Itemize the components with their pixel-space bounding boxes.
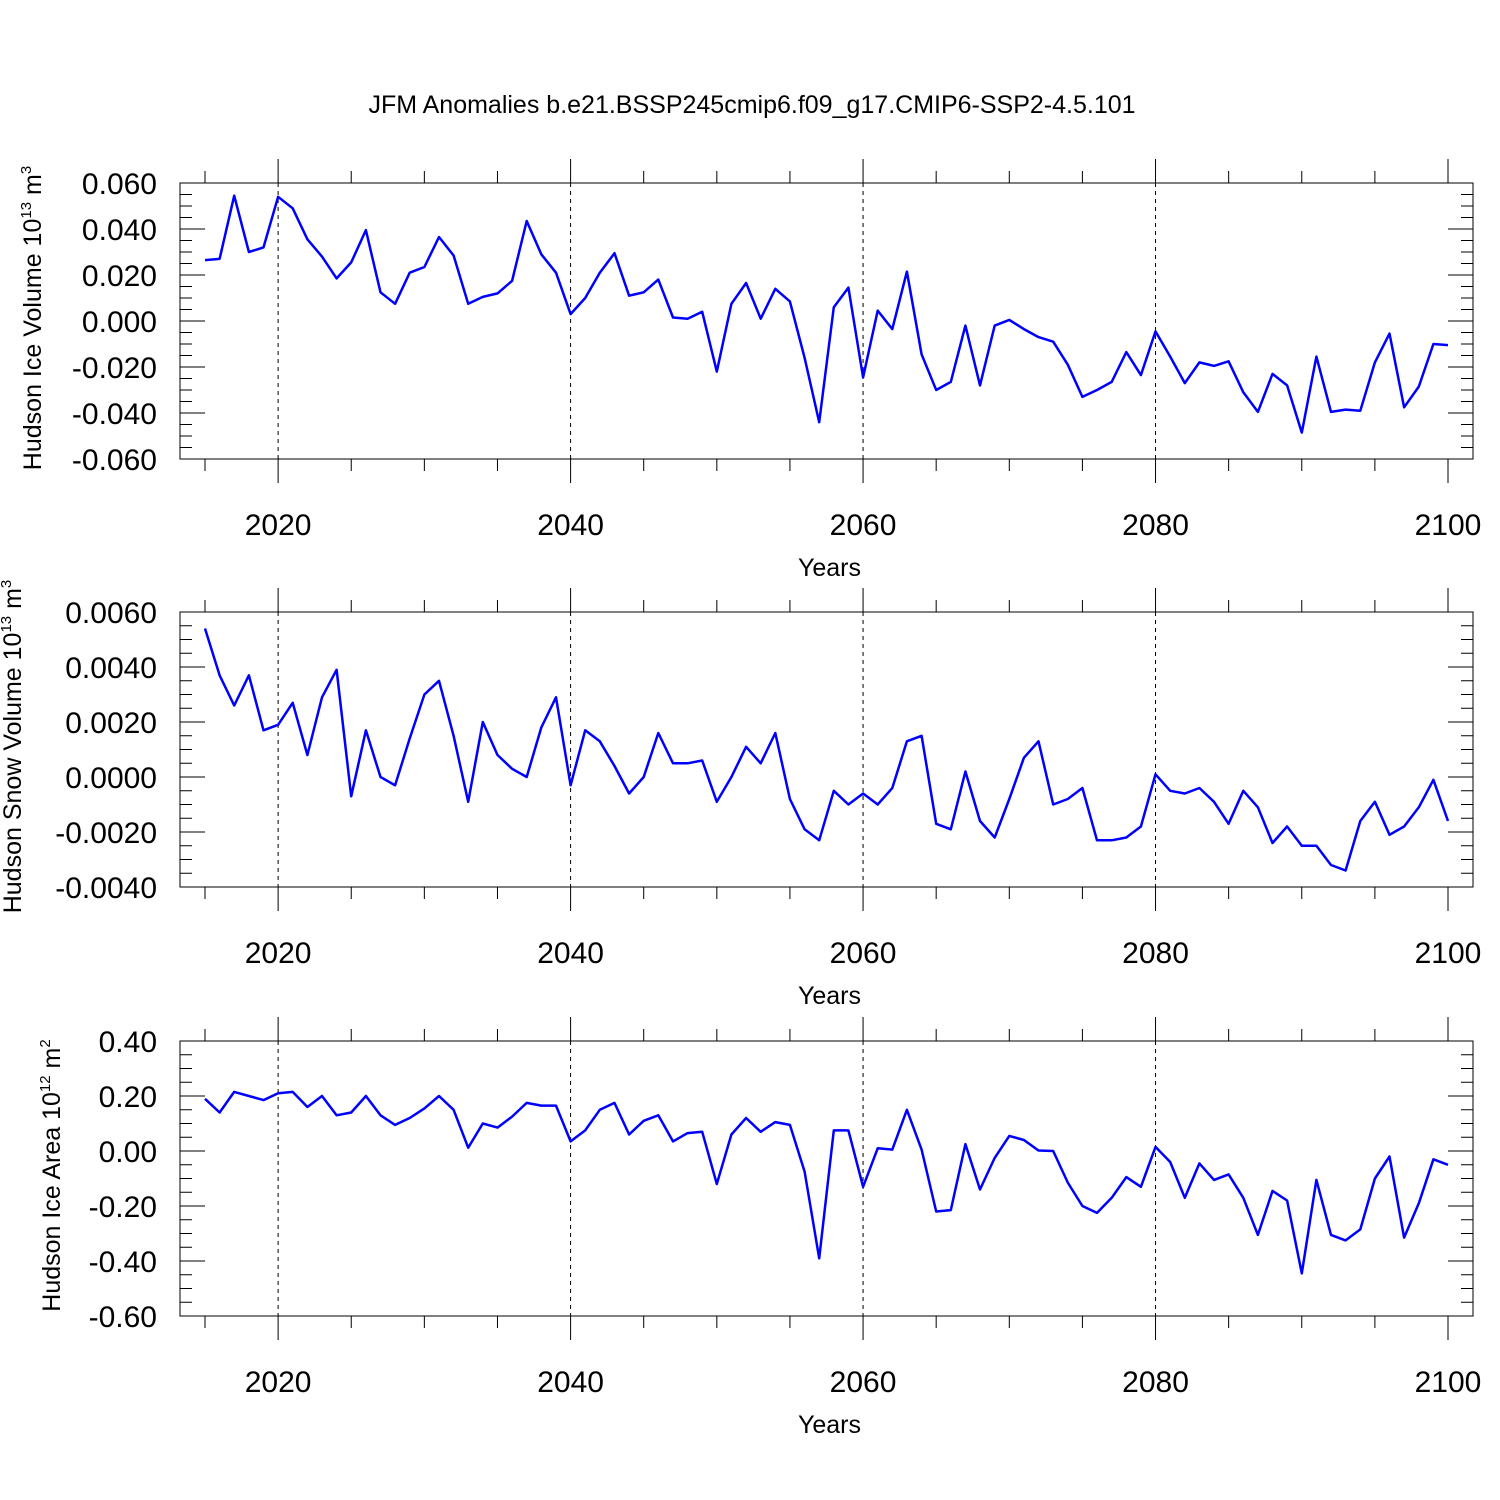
y-tick-label: -0.0020 (55, 817, 157, 850)
plot-frame (179, 1040, 1474, 1317)
y-axis-label-sup1: 12 (37, 1075, 54, 1092)
y-tick-label: 0.20 (99, 1081, 157, 1114)
y-tick-label: 0.060 (82, 168, 157, 201)
x-tick-label: 2080 (1122, 937, 1189, 970)
y-tick-label: -0.40 (89, 1246, 157, 1279)
y-axis-label-mid: m (19, 174, 47, 202)
y-axis-label-mid: m (38, 1048, 66, 1076)
y-tick-label: 0.40 (99, 1026, 157, 1059)
x-tick-label: 2100 (1415, 509, 1482, 542)
y-tick-label: 0.020 (82, 260, 157, 293)
series-line (204, 194, 1449, 434)
x-tick-label: 2060 (830, 937, 897, 970)
y-tick-label: 0.040 (82, 214, 157, 247)
x-tick-label: 2040 (537, 1366, 604, 1399)
y-tick-label: -0.20 (89, 1191, 157, 1224)
x-tick-label: 2020 (245, 509, 312, 542)
x-tick-label: 2100 (1415, 1366, 1482, 1399)
x-tick-label: 2040 (537, 509, 604, 542)
y-axis-label-sup2: 3 (18, 166, 35, 174)
x-tick-label: 2060 (830, 1366, 897, 1399)
y-tick-label: 0.0000 (65, 762, 157, 795)
series-line (203, 628, 1450, 872)
panel-3: 0.40 0.20 0.00 -0.20 -0.40 -0.60 2020 2040 2060 2… (37, 1017, 1481, 1439)
y-tick-label: -0.020 (72, 352, 157, 385)
panel-2: 0.0060 0.0040 0.0020 0.0000 -0.0020 -0.0040 20… (0, 580, 1481, 1010)
y-axis-label-mid: m (0, 588, 27, 616)
y-axis-label-base: Hudson Snow Volume 10 (0, 633, 27, 914)
y-axis-label: Hudson Ice Volume 1013 m3 (18, 166, 47, 470)
x-axis-label: Years (798, 554, 861, 582)
x-tick-label: 2080 (1122, 509, 1189, 542)
x-tick-label: 2100 (1415, 937, 1482, 970)
y-axis-label-sup2: 2 (37, 1039, 54, 1047)
x-tick-label: 2020 (245, 937, 312, 970)
plot-frame (179, 182, 1474, 460)
y-tick-label: -0.0040 (55, 872, 157, 905)
y-tick-label: -0.040 (72, 398, 157, 431)
y-tick-label: -0.60 (89, 1301, 157, 1334)
y-axis-label: Hudson Snow Volume 1013 m3 (0, 580, 27, 914)
y-axis-label-sup2: 3 (0, 580, 15, 588)
y-tick-label: 0.0020 (65, 707, 157, 740)
plot-frame (179, 611, 1474, 888)
x-tick-label: 2040 (537, 937, 604, 970)
panel-1: 0.060 0.040 0.020 0.000 -0.020 -0.040 -0.060 20… (18, 159, 1481, 582)
x-axis-label: Years (798, 1411, 861, 1439)
y-axis-label-sup1: 13 (0, 616, 15, 633)
panels-container: 0.0600.0400.0200.000-0.020-0.040-0.06020… (0, 159, 1481, 1439)
y-axis-label-base: Hudson Ice Volume 10 (19, 219, 47, 471)
x-tick-label: 2020 (245, 1366, 312, 1399)
y-axis-label-base: Hudson Ice Area 10 (38, 1092, 66, 1312)
y-tick-label: 0.0060 (65, 597, 157, 630)
x-tick-label: 2060 (830, 509, 897, 542)
figure-title: JFM Anomalies b.e21.BSSP245cmip6.f09_g17… (368, 91, 1135, 119)
y-axis-label: Hudson Ice Area 1012 m2 (37, 1039, 66, 1311)
series-line (204, 1090, 1449, 1275)
x-axis-label: Years (798, 982, 861, 1010)
y-tick-label: 0.0040 (65, 652, 157, 685)
y-tick-label: 0.00 (99, 1136, 157, 1169)
y-tick-label: 0.000 (82, 306, 157, 339)
y-tick-label: -0.060 (72, 444, 157, 477)
x-tick-label: 2080 (1122, 1366, 1189, 1399)
y-axis-label-sup1: 13 (18, 202, 35, 219)
